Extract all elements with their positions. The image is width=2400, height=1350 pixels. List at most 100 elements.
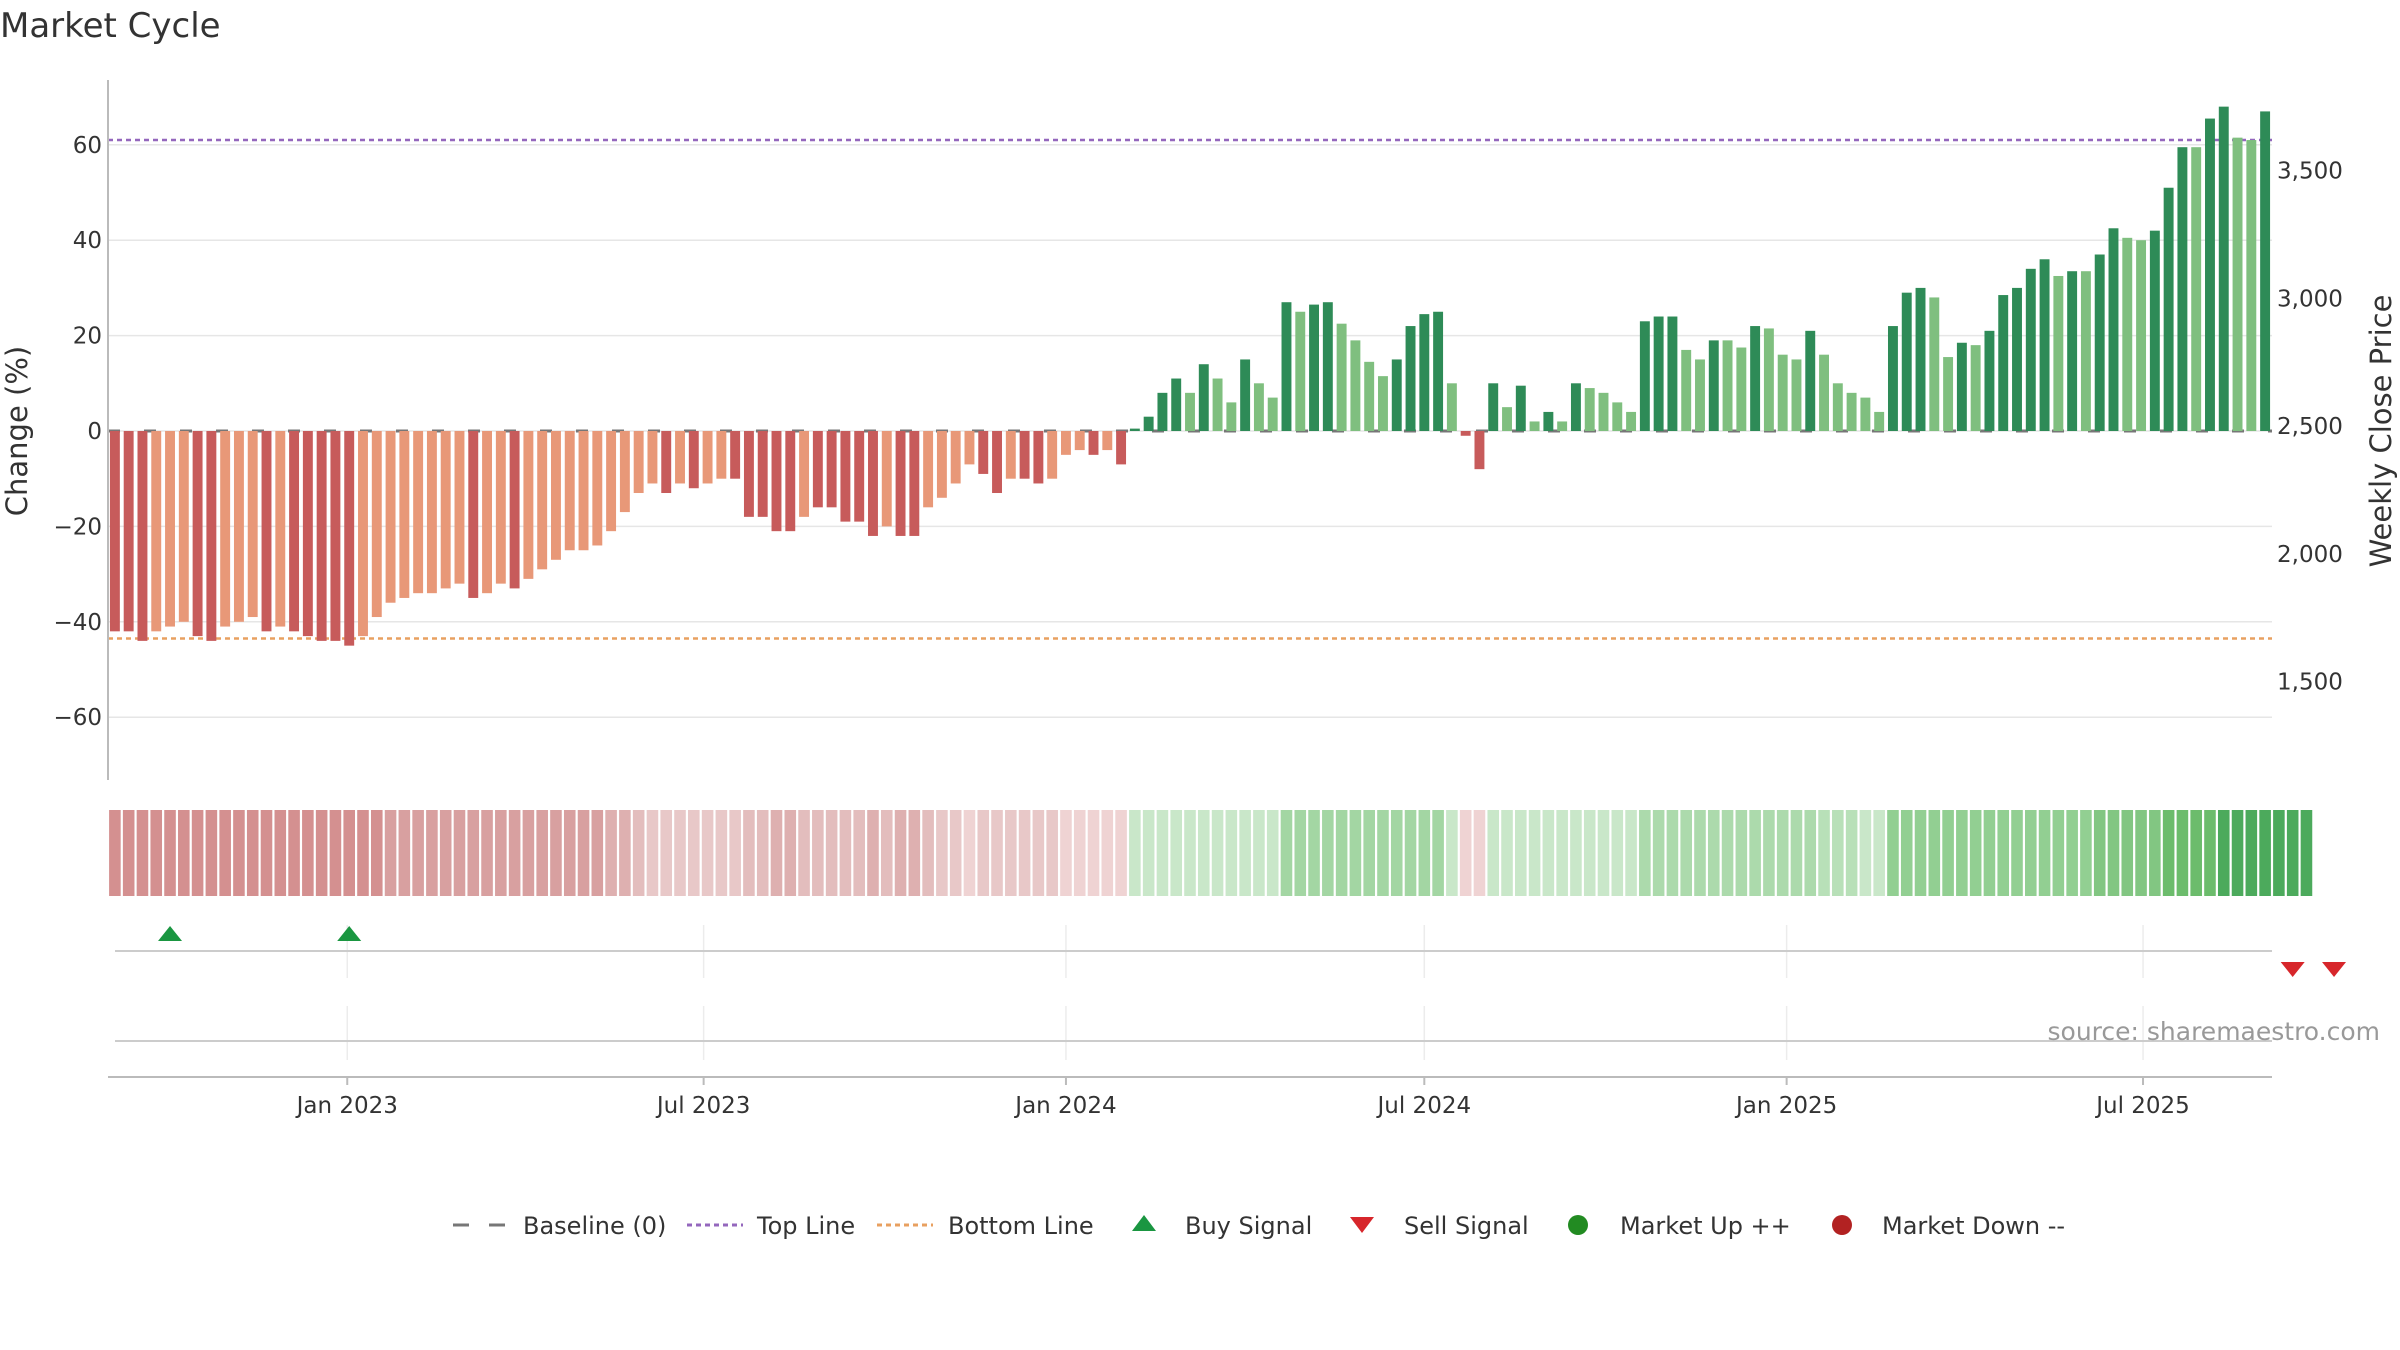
sell-signal-marker	[2280, 962, 2305, 977]
change-bar	[1695, 359, 1705, 431]
sell-signal-marker	[2322, 962, 2347, 977]
change-bar	[1791, 359, 1802, 431]
change-bar	[702, 431, 713, 484]
change-bar	[1419, 314, 1430, 431]
regime-cell	[1735, 810, 1748, 896]
regime-cell	[619, 810, 631, 896]
regime-cell	[2176, 810, 2189, 896]
regime-cell	[1418, 810, 1431, 896]
change-bar	[881, 431, 892, 527]
signal-panel	[115, 925, 2347, 1060]
change-bar	[923, 431, 934, 508]
change-bar	[1750, 326, 1761, 431]
regime-cell	[1073, 810, 1086, 896]
regime-cell	[274, 810, 287, 896]
change-bar	[992, 431, 1002, 494]
change-bar	[840, 431, 851, 522]
regime-cell	[812, 810, 824, 896]
change-bar	[2246, 140, 2257, 431]
change-bar	[1336, 323, 1347, 431]
regime-cell	[467, 810, 480, 896]
regime-cell	[315, 810, 328, 896]
regime-cell	[1832, 810, 1844, 896]
regime-cell	[1583, 810, 1596, 896]
regime-cell	[1294, 810, 1307, 896]
change-bar	[1102, 431, 1113, 451]
regime-cell	[1956, 810, 1968, 896]
regime-cell	[439, 810, 452, 896]
regime-cell	[577, 810, 590, 896]
change-bar	[1322, 302, 1333, 431]
regime-cell	[1101, 810, 1114, 896]
change-bar	[564, 431, 575, 551]
regime-cell	[701, 810, 714, 896]
regime-cell	[1377, 810, 1389, 896]
legend-label: Top Line	[756, 1212, 855, 1240]
regime-cell	[1928, 810, 1941, 896]
regime-cell	[1790, 810, 1803, 896]
regime-cell	[922, 810, 934, 896]
regime-cell	[853, 810, 865, 896]
legend-label: Baseline (0)	[523, 1212, 666, 1240]
regime-cell	[1459, 810, 1472, 896]
x-tick-label: Jul 2023	[655, 1093, 751, 1119]
regime-cell	[867, 810, 879, 896]
change-bar	[109, 431, 120, 632]
regime-cell	[205, 810, 218, 896]
change-bar	[1212, 378, 1223, 431]
chart-title: Market Cycle	[0, 6, 221, 46]
regime-cell	[1859, 810, 1872, 896]
change-bar	[1639, 321, 1650, 431]
regime-cell	[949, 810, 962, 896]
change-bar	[2108, 228, 2119, 431]
change-bar	[2080, 271, 2091, 431]
regime-cell	[150, 810, 163, 896]
regime-cell	[1087, 810, 1100, 896]
regime-cell	[329, 810, 342, 896]
change-bar	[1129, 428, 1140, 431]
regime-cell	[908, 810, 921, 896]
change-bar	[812, 431, 823, 508]
regime-cell	[1211, 810, 1224, 896]
change-bars	[109, 106, 2271, 646]
change-bar	[1267, 397, 1278, 431]
change-bar	[468, 431, 479, 598]
regime-cell	[1239, 810, 1251, 896]
y-axis-title: Change (%)	[0, 346, 34, 516]
regime-cell	[2121, 810, 2134, 896]
regime-cell	[1942, 810, 1954, 896]
change-bar	[2177, 147, 2188, 431]
change-bar	[2232, 137, 2243, 431]
change-bar	[771, 431, 782, 532]
change-bar	[495, 431, 506, 584]
change-bar	[578, 431, 589, 551]
change-bar	[2260, 111, 2271, 431]
change-bar	[206, 431, 217, 641]
regime-cell	[109, 810, 121, 896]
legend-sell-swatch	[1350, 1217, 1374, 1233]
change-bar	[1157, 392, 1168, 431]
regime-cell	[1969, 810, 1982, 896]
regime-cell	[426, 810, 438, 896]
change-bar	[2094, 254, 2105, 431]
regime-cell	[1707, 810, 1720, 896]
change-bar	[1378, 376, 1388, 431]
regime-cell	[2135, 810, 2147, 896]
regime-cell	[2259, 810, 2271, 896]
regime-cell	[1914, 810, 1927, 896]
change-bar	[716, 431, 727, 479]
regime-cell	[2080, 810, 2092, 896]
regime-cell	[2162, 810, 2175, 896]
change-bar	[261, 431, 272, 632]
regime-cell	[1266, 810, 1279, 896]
change-bar	[551, 431, 561, 560]
regime-cell	[370, 810, 383, 896]
regime-cell	[1694, 810, 1706, 896]
regime-cell	[1983, 810, 1996, 896]
change-bar	[2039, 259, 2050, 431]
regime-cell	[1308, 810, 1320, 896]
regime-cell	[1804, 810, 1817, 896]
regime-cell	[894, 810, 907, 896]
regime-cell	[233, 810, 245, 896]
